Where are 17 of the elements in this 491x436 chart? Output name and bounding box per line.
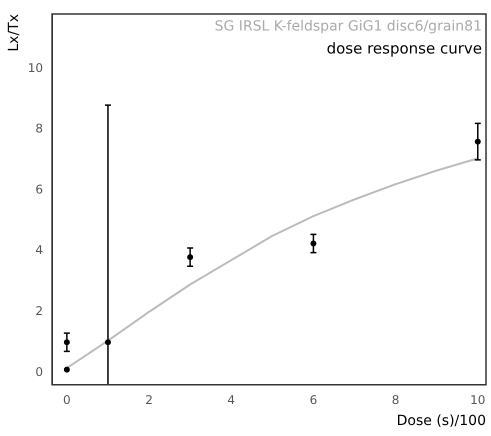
x-tick-label: 6	[310, 393, 318, 408]
x-tick-label: 4	[227, 393, 236, 408]
x-tick-label: 10	[470, 393, 486, 408]
y-tick-label: 10	[28, 60, 44, 75]
x-tick-label: 0	[63, 393, 71, 408]
x-tick-label: 2	[145, 393, 153, 408]
y-tick-label: 2	[35, 304, 44, 318]
x-axis-title: Dose (s)/100	[396, 413, 486, 430]
text: dose response curve	[326, 39, 482, 58]
y-tick-label: 4	[35, 243, 44, 258]
chart-subtitle: SG IRSL K-feldspar GiG1 disc6/grain81	[214, 18, 482, 35]
point	[64, 366, 70, 373]
y-tick-label: 6	[35, 182, 44, 196]
x-tick-label: 8	[392, 393, 400, 408]
y-axis-title: Lx/Tx	[6, 14, 22, 52]
y-tick-label: 8	[35, 122, 44, 136]
y-tick-label: 0	[35, 364, 44, 379]
